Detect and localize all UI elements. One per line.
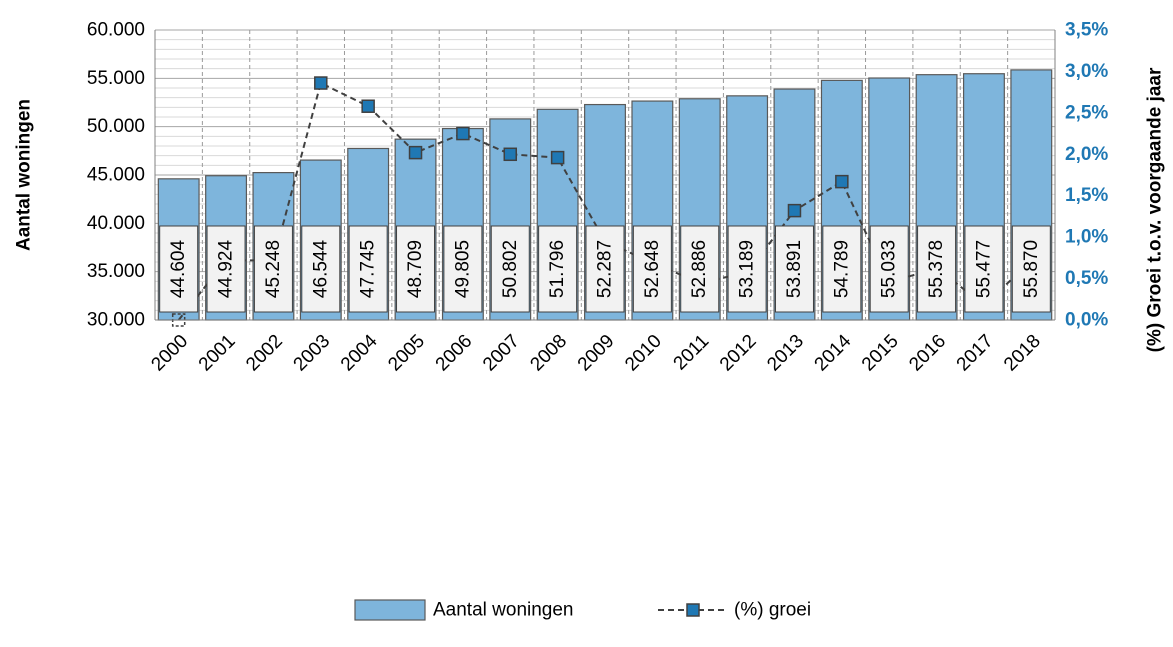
data-label-box (964, 225, 1004, 313)
x-tick-label: 2007 (479, 331, 524, 376)
data-label: 52.648 (642, 240, 663, 298)
y-tick-label: 60.000 (87, 20, 145, 41)
growth-point (787, 203, 802, 218)
y2-axis-title: (%) Groei t.o.v. voorgaande jaar (1145, 67, 1166, 352)
growth-point (456, 126, 470, 141)
y2-tick-label: 2,5% (1065, 102, 1108, 123)
legend: Aantal woningen (%) groei (354, 599, 811, 621)
data-label-box (538, 225, 578, 313)
growth-point (503, 147, 518, 162)
legend-bar-swatch (354, 599, 426, 621)
growth-point (361, 99, 375, 113)
data-label-box (206, 225, 246, 313)
x-tick-label: 2016 (905, 331, 950, 376)
x-tick-label: 2015 (858, 331, 903, 376)
y-axis-title: Aantal woningen (14, 99, 35, 251)
data-label-box (822, 225, 862, 313)
data-label-box (443, 225, 483, 313)
data-label: 46.544 (310, 240, 331, 299)
data-label: 55.870 (1021, 240, 1042, 298)
y-tick-label: 30.000 (87, 310, 145, 331)
data-label-box (348, 225, 388, 313)
data-label-box (774, 225, 814, 313)
x-tick-label: 2008 (526, 331, 571, 376)
data-label: 44.924 (216, 240, 237, 299)
data-label-box (1011, 225, 1051, 313)
legend-line-marker (686, 603, 700, 617)
data-label-box (585, 225, 625, 313)
x-tick-label: 2012 (716, 331, 761, 376)
y2-tick-label: 1,0% (1065, 227, 1108, 248)
data-label-box (159, 225, 199, 313)
x-tick-label: 2004 (337, 330, 382, 375)
x-tick-label: 2017 (953, 331, 998, 376)
y2-tick-label: 0,5% (1065, 268, 1108, 289)
x-tick-label: 2002 (242, 331, 287, 376)
y2-tick-label: 0,0% (1065, 310, 1108, 331)
x-tick-label: 2010 (621, 331, 666, 376)
growth-point (550, 150, 565, 165)
data-label: 47.745 (358, 240, 379, 298)
y2-tick-label: 3,5% (1065, 20, 1108, 41)
x-tick-label: 2000 (147, 331, 192, 376)
data-label: 55.477 (973, 240, 994, 298)
y2-tick-label: 1,5% (1065, 185, 1108, 206)
x-tick-label: 2005 (384, 331, 429, 376)
x-tick-label: 2011 (670, 331, 714, 375)
data-label: 44.604 (168, 240, 189, 299)
data-label-box (917, 225, 957, 313)
data-label: 55.033 (879, 240, 900, 298)
x-tick-label: 2018 (1000, 331, 1045, 376)
data-label-box (396, 225, 436, 313)
growth-point (835, 174, 849, 189)
data-label: 49.805 (452, 240, 473, 298)
x-tick-label: 2001 (195, 331, 240, 376)
x-tick-label: 2014 (811, 330, 856, 375)
growth-point (408, 145, 423, 160)
data-labels: 44.604 44.924 45.248 46.544 47.745 48.709 49.8… (159, 225, 1051, 313)
x-tick-label: 2009 (574, 331, 619, 376)
data-label: 48.709 (405, 240, 426, 298)
y2-tick-label: 2,0% (1065, 144, 1108, 165)
growth-point (314, 76, 328, 90)
data-label: 52.886 (689, 240, 710, 298)
data-label-box (490, 225, 530, 313)
y-tick-label: 50.000 (87, 116, 145, 137)
data-label: 55.378 (926, 240, 947, 298)
data-label: 52.287 (595, 240, 616, 298)
x-tick-label: 2006 (432, 331, 477, 376)
y-tick-label: 35.000 (87, 261, 145, 282)
data-label: 54.789 (831, 240, 852, 298)
data-label-box (869, 225, 909, 313)
x-tick-label: 2003 (290, 331, 335, 376)
y-tick-label: 40.000 (87, 213, 145, 234)
data-label: 53.189 (737, 240, 758, 298)
y-tick-label: 55.000 (87, 68, 145, 89)
legend-bar-label: Aantal woningen (433, 600, 574, 621)
y2-tick-label: 3,0% (1065, 61, 1108, 82)
data-label-box (680, 225, 720, 313)
data-label-box (632, 225, 672, 313)
data-label: 53.891 (784, 240, 805, 298)
data-label-box (727, 225, 767, 313)
x-tick-label: 2013 (763, 331, 808, 376)
data-label-box (253, 225, 293, 313)
y-tick-label: 45.000 (87, 165, 145, 186)
data-label: 51.796 (547, 240, 568, 298)
data-label: 45.248 (263, 240, 284, 298)
data-label: 50.802 (500, 240, 521, 298)
data-label-box (301, 225, 341, 313)
legend-line-label: (%) groei (734, 600, 811, 621)
